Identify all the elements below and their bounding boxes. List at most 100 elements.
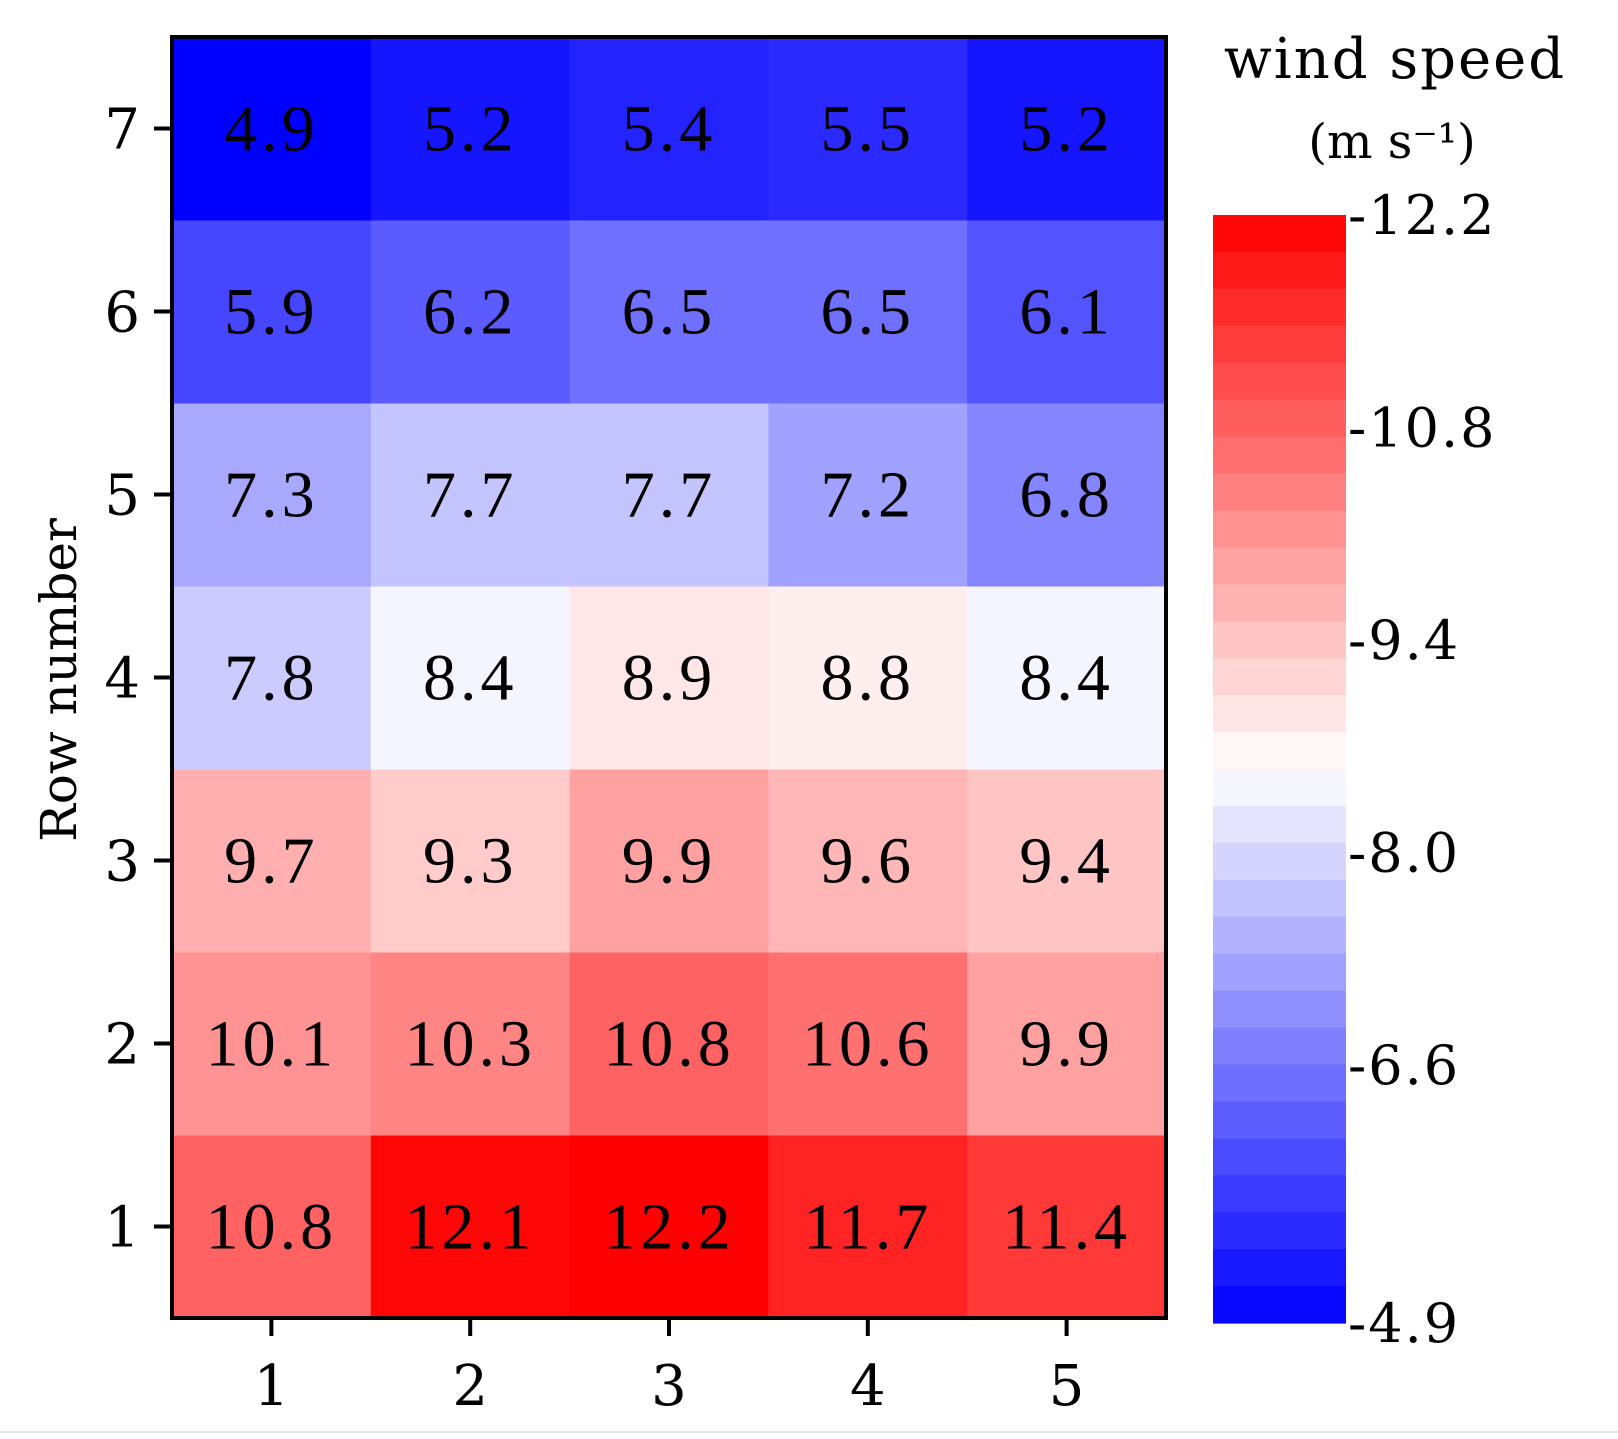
- colorbar-segment: [1213, 1027, 1346, 1066]
- heatmap-cell: [768, 952, 968, 1136]
- cell-value-label: 7.2: [821, 459, 916, 532]
- colorbar-segment: [1213, 1249, 1346, 1287]
- cell-value-label: 12.1: [404, 1191, 536, 1264]
- cell-value-label: 5.9: [224, 276, 319, 349]
- y-tick-label: 1: [104, 1196, 140, 1261]
- colorbar-segment: [1213, 769, 1346, 807]
- cell-value-label: 12.2: [603, 1191, 735, 1264]
- cell-value-label: 9.3: [423, 825, 518, 898]
- heatmap-cell: [768, 220, 968, 404]
- heatmap-cell: [768, 403, 968, 587]
- heatmap-cell: [370, 37, 571, 221]
- colorbar-segment: [1213, 695, 1346, 733]
- colorbar-segment: [1213, 842, 1346, 881]
- cell-value-label: 9.7: [224, 825, 319, 898]
- colorbar-segment: [1213, 1101, 1346, 1139]
- cell-value-label: 7.7: [622, 459, 717, 532]
- colorbar-ticks: -12.2 -10.8 -9.4 -8.0 -6.6 -4.9: [1348, 184, 1496, 1355]
- colorbar-segment: [1213, 547, 1346, 585]
- heatmap-cell: [967, 1135, 1167, 1319]
- y-tick-label: 3: [104, 830, 140, 895]
- cell-value-label: 7.3: [224, 459, 319, 532]
- heatmap-cell-labels: 10.8 12.1 12.2 11.7 11.4 10.1 10.3 10.8 10.6 9.9 9…: [206, 93, 1127, 1264]
- cell-value-label: 10.8: [206, 1191, 338, 1264]
- cell-value-label: 5.4: [622, 93, 717, 166]
- heatmap-cell: [569, 403, 769, 587]
- cell-value-label: 6.2: [423, 276, 518, 349]
- colorbar-segment: [1213, 953, 1346, 992]
- cell-value-label: 5.2: [423, 93, 518, 166]
- colorbar-segment: [1213, 879, 1346, 918]
- heatmap-cell: [967, 952, 1167, 1136]
- heatmap-cell: [967, 586, 1167, 770]
- heatmap-cell: [370, 220, 571, 404]
- bottom-divider: [0, 1431, 1618, 1433]
- heatmap-cell: [768, 1135, 968, 1319]
- cell-value-label: 10.6: [802, 1008, 934, 1081]
- heatmap-cell: [172, 769, 372, 953]
- cell-value-label: 9.4: [1019, 825, 1114, 898]
- colorbar-segment: [1213, 288, 1346, 327]
- heatmap-cell: [172, 952, 372, 1136]
- colorbar-tick-label: -6.6: [1348, 1034, 1460, 1097]
- colorbar-tick-label: -8.0: [1348, 821, 1460, 884]
- heatmap-cell: [967, 37, 1167, 221]
- y-tick-label: 4: [104, 647, 140, 712]
- cell-value-label: 8.9: [622, 642, 717, 715]
- colorbar-segment: [1213, 916, 1346, 955]
- x-tick-label: 5: [1049, 1354, 1085, 1419]
- colorbar-segment: [1213, 658, 1346, 696]
- colorbar-segment: [1213, 1064, 1346, 1102]
- colorbar-segment: [1213, 584, 1346, 622]
- colorbar-tick-label: -10.8: [1348, 396, 1496, 459]
- heatmap-cell: [569, 1135, 769, 1319]
- colorbar-segment: [1213, 1286, 1346, 1324]
- colorbar-units: (m s⁻¹): [1308, 114, 1475, 170]
- heatmap-cell: [768, 586, 968, 770]
- colorbar-segment: [1213, 325, 1346, 364]
- colorbar-segment: [1213, 990, 1346, 1029]
- x-axis: 1 2 3 4 5: [254, 1318, 1085, 1419]
- colorbar-segment: [1213, 732, 1346, 770]
- cell-value-label: 9.9: [622, 825, 717, 898]
- colorbar-segment: [1213, 399, 1346, 438]
- heatmap-cell: [569, 769, 769, 953]
- heatmap-cell: [768, 37, 968, 221]
- cell-value-label: 4.9: [224, 93, 319, 166]
- cell-value-label: 6.5: [821, 276, 916, 349]
- cell-value-label: 9.9: [1019, 1008, 1114, 1081]
- cell-value-label: 10.3: [404, 1008, 536, 1081]
- y-tick-label: 5: [104, 464, 140, 529]
- colorbar-segment: [1213, 436, 1346, 475]
- colorbar-segment: [1213, 473, 1346, 512]
- heatmap-cell: [172, 403, 372, 587]
- cell-value-label: 5.2: [1019, 93, 1114, 166]
- cell-value-label: 8.4: [423, 642, 518, 715]
- colorbar-segment: [1213, 362, 1346, 401]
- cell-value-label: 8.4: [1019, 642, 1114, 715]
- cell-value-label: 6.1: [1019, 276, 1114, 349]
- heatmap-cell: [172, 1135, 372, 1319]
- colorbar-title: wind speed: [1224, 27, 1566, 92]
- heatmap-cell: [569, 586, 769, 770]
- x-tick-label: 3: [651, 1354, 687, 1419]
- y-tick-label: 6: [104, 281, 140, 346]
- colorbar-tick-label: -12.2: [1348, 184, 1496, 247]
- colorbar: [1213, 215, 1346, 1324]
- cell-value-label: 8.8: [821, 642, 916, 715]
- y-tick-label: 7: [104, 98, 140, 163]
- cell-value-label: 5.5: [821, 93, 916, 166]
- cell-value-label: 6.5: [622, 276, 717, 349]
- x-tick-label: 4: [850, 1354, 886, 1419]
- cell-value-label: 10.1: [206, 1008, 338, 1081]
- heatmap-cell: [768, 769, 968, 953]
- heatmap-cell: [569, 37, 769, 221]
- y-axis: 1 2 3 4 5 6 7: [104, 98, 172, 1261]
- heatmap-cell: [967, 403, 1167, 587]
- heatmap-cell: [370, 769, 571, 953]
- heatmap-cell: [967, 220, 1167, 404]
- heatmap-cell: [172, 586, 372, 770]
- cell-value-label: 6.8: [1019, 459, 1114, 532]
- heatmap-cells: [172, 37, 1167, 1319]
